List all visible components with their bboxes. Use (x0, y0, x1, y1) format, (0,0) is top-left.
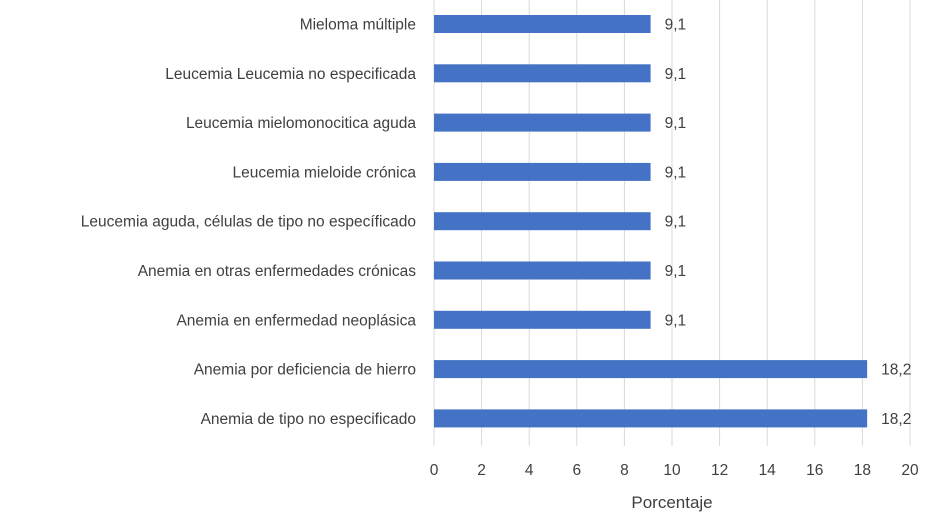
x-tick-label: 6 (572, 462, 581, 479)
x-tick-label: 12 (711, 462, 728, 479)
x-tick-label: 16 (806, 462, 823, 479)
data-label: 9,1 (665, 312, 687, 329)
bar (434, 113, 651, 132)
data-label: 9,1 (665, 164, 687, 181)
bar (434, 310, 651, 329)
x-tick-labels: 0 2 4 6 8 10 12 14 16 18 20 (430, 462, 919, 479)
x-tick-label: 18 (854, 462, 871, 479)
data-label: 9,1 (665, 115, 687, 132)
bar (434, 360, 868, 379)
x-axis-title: Porcentaje (631, 493, 712, 512)
category-label: Leucemia mielomonocitica aguda (186, 115, 416, 132)
category-label: Leucemia Leucemia no especificada (165, 66, 416, 83)
bar (434, 261, 651, 280)
category-label: Leucemia mieloide crónica (232, 164, 416, 181)
category-label: Anemia en otras enfermedades crónicas (138, 263, 417, 280)
category-label: Mieloma múltiple (300, 17, 416, 34)
data-label: 9,1 (665, 66, 687, 83)
data-label: 9,1 (665, 17, 687, 34)
x-tick-label: 2 (477, 462, 486, 479)
category-label: Anemia de tipo no especificado (201, 411, 416, 428)
data-label: 18,2 (881, 411, 911, 428)
x-tick-label: 10 (663, 462, 681, 479)
category-labels: Mieloma múltiple Leucemia Leucemia no esp… (81, 17, 417, 428)
bar (434, 409, 868, 428)
x-tick-label: 8 (620, 462, 629, 479)
category-label: Anemia en enfermedad neoplásica (176, 312, 416, 329)
bars (434, 15, 868, 428)
x-tick-label: 20 (901, 462, 919, 479)
data-labels: 9,1 9,1 9,1 9,1 9,1 9,1 9,1 18,2 18,2 (665, 17, 912, 428)
data-label: 9,1 (665, 214, 687, 231)
data-label: 18,2 (881, 362, 911, 379)
category-label: Anemia por deficiencia de hierro (194, 362, 416, 379)
bar (434, 64, 651, 83)
x-tick-label: 4 (525, 462, 534, 479)
x-tick-label: 0 (430, 462, 439, 479)
bar (434, 212, 651, 231)
x-tick-label: 14 (759, 462, 777, 479)
category-label: Leucemia aguda, células de tipo no espec… (81, 214, 416, 231)
data-label: 9,1 (665, 263, 687, 280)
bar (434, 15, 651, 33)
bar (434, 162, 651, 181)
